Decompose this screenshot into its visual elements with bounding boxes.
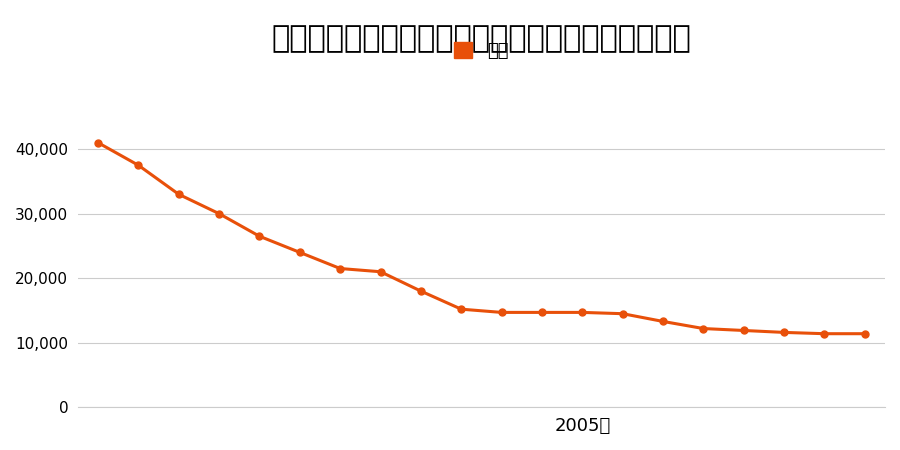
Legend: 価格: 価格 [446,33,518,69]
Title: 埼玉県行田市大字藤間字一ノ口７０番１の地価推移: 埼玉県行田市大字藤間字一ノ口７０番１の地価推移 [272,24,691,54]
